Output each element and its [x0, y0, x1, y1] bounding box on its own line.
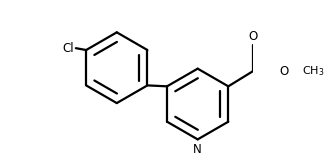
Text: CH$_3$: CH$_3$ [302, 64, 324, 78]
Text: N: N [193, 143, 202, 156]
Text: O: O [248, 30, 257, 43]
Text: O: O [280, 65, 289, 78]
Text: Cl: Cl [62, 42, 74, 55]
